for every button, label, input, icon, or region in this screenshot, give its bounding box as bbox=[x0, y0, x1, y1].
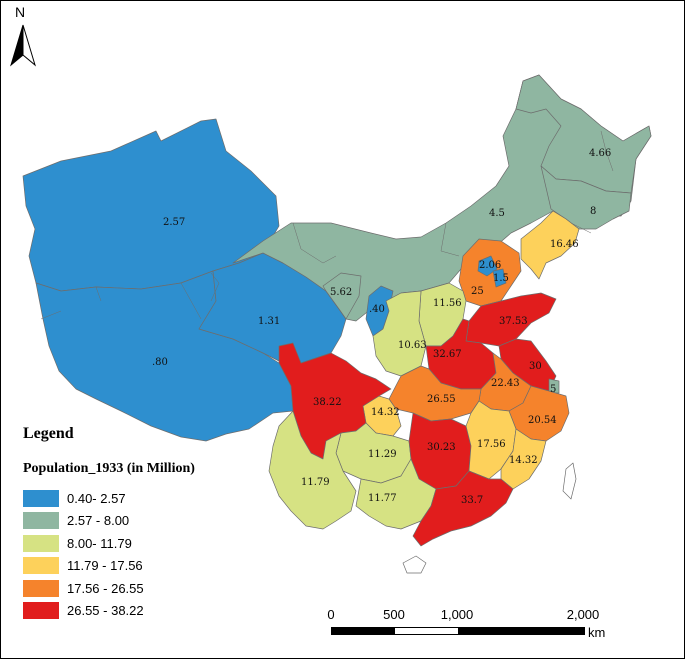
label-qinghai: 1.31 bbox=[258, 316, 280, 327]
region-heilongjiang bbox=[515, 74, 652, 194]
legend-label: 11.79 - 17.56 bbox=[67, 558, 143, 574]
label-yunnan: 11.79 bbox=[301, 477, 330, 488]
legend-swatch bbox=[23, 602, 59, 620]
label-anhui: 22.43 bbox=[491, 378, 520, 389]
label-henan: 32.67 bbox=[433, 349, 462, 360]
legend-items: 0.40- 2.57 2.57 - 8.00 8.00- 11.79 11.79 - … bbox=[23, 487, 263, 622]
scale-bar-graphic bbox=[331, 627, 585, 635]
scale-tick-2000: 2,000 bbox=[566, 607, 600, 622]
label-fujian: 14.32 bbox=[509, 455, 538, 466]
label-guangdong: 33.7 bbox=[461, 495, 483, 506]
legend-label: 8.00- 11.79 bbox=[67, 535, 132, 551]
legend: Legend Population_1933 (in Million) 0.40… bbox=[23, 425, 263, 622]
label-chongqing: 14.32 bbox=[371, 407, 400, 418]
province-borders bbox=[40, 130, 614, 320]
north-label: N bbox=[15, 4, 26, 20]
region-yunnan bbox=[268, 410, 357, 530]
label-liaoning: 16.46 bbox=[550, 239, 579, 250]
scale-tick-1000: 1,000 bbox=[440, 607, 474, 622]
region-taiwan bbox=[562, 462, 577, 500]
label-shanghai: 5 bbox=[550, 384, 556, 395]
region-ningxia bbox=[322, 272, 362, 320]
scale-tick-0: 0 bbox=[327, 607, 335, 622]
label-hubei: 26.55 bbox=[427, 394, 456, 405]
region-inner-mongolia bbox=[232, 74, 652, 322]
label-ningxia: 5.62 bbox=[330, 287, 352, 298]
region-tianjin bbox=[492, 268, 507, 288]
region-shanghai bbox=[548, 378, 560, 394]
scale-bar: 0 500 1,000 2,000 km bbox=[321, 607, 621, 647]
label-jiangxi: 17.56 bbox=[477, 439, 506, 450]
scale-tick-500: 500 bbox=[383, 607, 405, 622]
label-shandong: 37.53 bbox=[499, 316, 528, 327]
label-tibet: .80 bbox=[152, 357, 168, 368]
label-guizhou: 11.29 bbox=[368, 449, 397, 460]
north-arrow bbox=[7, 5, 39, 69]
label-shaanxi: 10.63 bbox=[398, 340, 427, 351]
legend-swatch bbox=[23, 512, 59, 530]
legend-swatch bbox=[23, 579, 59, 597]
label-jiangsu: 30 bbox=[529, 361, 542, 372]
legend-item: 26.55 - 38.22 bbox=[23, 600, 263, 623]
legend-swatch bbox=[23, 534, 59, 552]
label-gansu-strip: .40 bbox=[369, 304, 385, 315]
legend-swatch bbox=[23, 557, 59, 575]
legend-label: 26.55 - 38.22 bbox=[67, 603, 144, 619]
legend-item: 0.40- 2.57 bbox=[23, 487, 263, 510]
label-jilin: 8 bbox=[590, 206, 596, 217]
legend-label: 17.56 - 26.55 bbox=[67, 580, 144, 596]
north-arrow-icon bbox=[10, 24, 36, 67]
label-beijing: 2.06 bbox=[479, 260, 501, 271]
legend-subtitle: Population_1933 (in Million) bbox=[23, 461, 195, 476]
region-hainan bbox=[402, 555, 427, 574]
region-fujian bbox=[500, 428, 547, 490]
label-hebei: 25 bbox=[471, 286, 484, 297]
label-inner-mongolia: 4.5 bbox=[489, 208, 505, 219]
label-xinjiang: 2.57 bbox=[163, 217, 185, 228]
legend-item: 2.57 - 8.00 bbox=[23, 510, 263, 533]
label-tianjin: 1.5 bbox=[493, 273, 509, 284]
label-heilongjiang: 4.66 bbox=[589, 148, 611, 159]
legend-label: 2.57 - 8.00 bbox=[67, 513, 130, 529]
label-shanxi: 11.56 bbox=[433, 298, 462, 309]
label-sichuan: 38.22 bbox=[313, 397, 342, 408]
legend-item: 17.56 - 26.55 bbox=[23, 577, 263, 600]
legend-item: 8.00- 11.79 bbox=[23, 532, 263, 555]
region-tibet bbox=[35, 270, 294, 442]
region-liaoning bbox=[520, 210, 580, 280]
region-guangdong bbox=[412, 470, 514, 547]
scale-unit: km bbox=[588, 625, 606, 640]
region-beijing bbox=[477, 255, 498, 277]
label-guangxi: 11.77 bbox=[368, 493, 397, 504]
label-zhejiang: 20.54 bbox=[528, 415, 557, 426]
legend-label: 0.40- 2.57 bbox=[67, 490, 126, 506]
legend-swatch bbox=[23, 489, 59, 507]
label-hunan: 30.23 bbox=[427, 442, 456, 453]
legend-item: 11.79 - 17.56 bbox=[23, 555, 263, 578]
legend-title: Legend bbox=[23, 425, 74, 442]
